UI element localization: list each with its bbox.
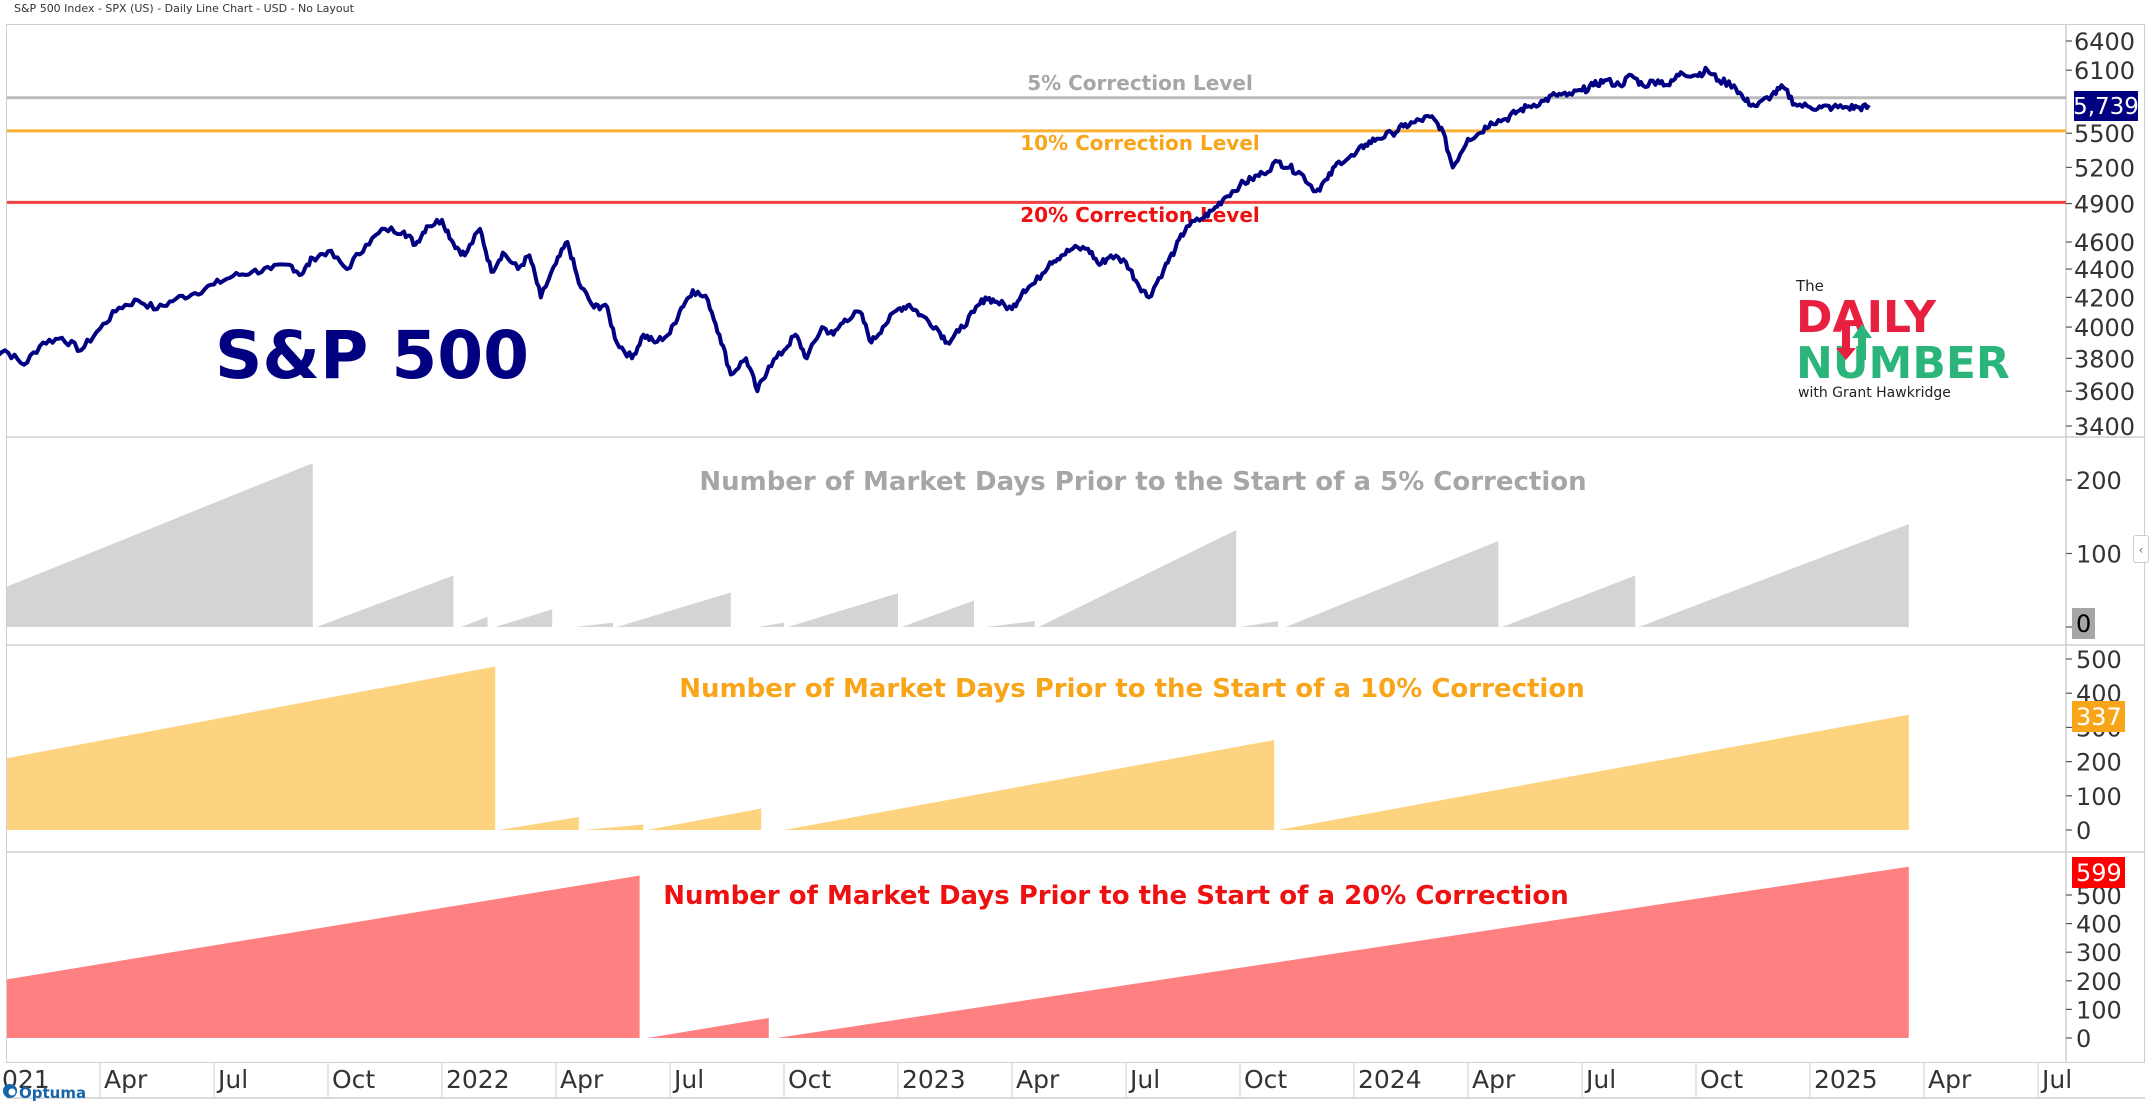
y-tick-label: 300 [2076, 939, 2122, 967]
y-tick-label: 3600 [2074, 378, 2135, 406]
area-segment [647, 808, 762, 830]
area-segment [582, 824, 644, 830]
y-tick-label: 5500 [2074, 120, 2135, 148]
ref-label-5: 5% Correction Level [1027, 71, 1253, 95]
y-tick-label: 4600 [2074, 229, 2135, 257]
area-segment [461, 616, 488, 627]
area-segment [1038, 529, 1237, 627]
x-tick-label: Oct [332, 1065, 375, 1094]
daily-number-logo: The DAILY NUMBER with Grant Hawkridge [1795, 277, 2010, 401]
area-segment [575, 622, 613, 627]
y-tick-label: 3400 [2074, 413, 2135, 441]
last-value-tag-bg [2072, 608, 2095, 639]
area-segment [776, 866, 1909, 1038]
chart-header-title: S&P 500 Index - SPX (US) - Daily Line Ch… [14, 2, 354, 15]
last-price-tag-bg [2074, 91, 2138, 121]
area-segment [1285, 541, 1499, 627]
last-value-tag-bg [2072, 701, 2125, 732]
x-tick-label: Apr [1928, 1065, 1972, 1094]
x-tick-label: Oct [788, 1065, 831, 1094]
ref-label-10: 10% Correction Level [1020, 131, 1260, 155]
y-tick-label: 200 [2076, 749, 2122, 777]
y-tick-label: 500 [2076, 646, 2122, 674]
y-tick-label: 6400 [2074, 28, 2135, 56]
y-tick-label: 0 [2076, 817, 2091, 845]
panel-title-10pct: Number of Market Days Prior to the Start… [679, 674, 1584, 704]
y-tick-label: 400 [2076, 911, 2122, 939]
area-segment [495, 609, 553, 627]
y-tick-label: 100 [2076, 996, 2122, 1024]
area-segment [757, 622, 784, 627]
panel-title-20pct: Number of Market Days Prior to the Start… [663, 881, 1568, 911]
last-value-tag: 337 [2076, 703, 2122, 731]
x-tick-label: Jul [1128, 1065, 1160, 1094]
y-tick-label: 6100 [2074, 57, 2135, 85]
logo-the: The [1795, 277, 1824, 295]
panel-title-5pct: Number of Market Days Prior to the Start… [699, 467, 1586, 497]
area-segment [7, 463, 313, 627]
down-arrow-icon [1836, 322, 1856, 360]
x-tick-label: 2024 [1358, 1065, 1422, 1094]
x-tick-label: Apr [104, 1065, 148, 1094]
price-panel: 5% Correction Level 10% Correction Level… [0, 28, 2139, 441]
x-tick-label: Jul [2040, 1065, 2072, 1094]
optuma-logo: Optuma [3, 1084, 86, 1101]
y-tick-label: 4400 [2074, 256, 2135, 284]
last-value-tag-bg [2072, 857, 2125, 888]
x-tick-label: 2023 [902, 1065, 966, 1094]
area-segment [985, 621, 1035, 627]
y-tick-label: 5200 [2074, 154, 2135, 182]
optuma-text: Optuma [19, 1084, 86, 1101]
y-tick-label: 200 [2076, 968, 2122, 996]
y-tick-label: 200 [2076, 467, 2122, 495]
chevron-left-icon: ‹ [2138, 543, 2144, 557]
y-tick-label: 4000 [2074, 314, 2135, 342]
x-tick-label: Oct [1700, 1065, 1743, 1094]
area-segment [616, 592, 731, 627]
panel-10pct-correction: 5004003002001000337 [7, 646, 2125, 845]
area-segment [499, 817, 579, 830]
area-segment [647, 1017, 769, 1038]
area-segment [7, 666, 496, 830]
x-tick-label: Jul [672, 1065, 704, 1094]
x-tick-label: 2022 [446, 1065, 510, 1094]
area-segment [787, 593, 898, 627]
logo-number: NUMBER [1796, 338, 2010, 389]
y-tick-label: 3800 [2074, 345, 2135, 373]
area-segment [1639, 524, 1909, 627]
y-tick-label: 4200 [2074, 284, 2135, 312]
last-price-tag: 5,739 [2073, 94, 2139, 120]
x-tick-label: Apr [560, 1065, 604, 1094]
area-segment [316, 575, 454, 627]
y-tick-label: 100 [2076, 541, 2122, 569]
x-tick-label: Oct [1244, 1065, 1287, 1094]
last-value-tag: 599 [2076, 859, 2122, 887]
area-segment [901, 600, 974, 627]
y-tick-label: 4900 [2074, 191, 2135, 219]
x-tick-label: 2025 [1814, 1065, 1878, 1094]
sp500-label: S&P 500 [215, 317, 529, 394]
logo-byline: with Grant Hawkridge [1798, 385, 1951, 401]
area-segment [1278, 714, 1909, 830]
ref-label-20: 20% Correction Level [1020, 203, 1260, 227]
panel-5pct-correction: 20010000 [7, 463, 2122, 642]
area-segment [784, 740, 1275, 830]
x-axis: 021 Apr Jul Oct 2022 Apr Jul Oct 2023 Apr Jul Oct 20… [2, 1063, 2145, 1099]
last-value-tag: 0 [2076, 610, 2091, 638]
price-series-line [0, 65, 1871, 394]
area-segment [7, 875, 640, 1038]
y-tick-label: 100 [2076, 783, 2122, 811]
area-segment [1502, 575, 1636, 627]
x-tick-label: Apr [1016, 1065, 1060, 1094]
x-tick-label: Apr [1472, 1065, 1516, 1094]
y-tick-label: 0 [2076, 1025, 2091, 1053]
x-tick-label: Jul [1584, 1065, 1616, 1094]
area-segment [1240, 621, 1278, 627]
up-arrow-icon [1852, 324, 1872, 360]
panel-separators [6, 24, 2145, 1063]
collapse-axis-button[interactable]: ‹ [2133, 535, 2149, 563]
x-tick-label: Jul [216, 1065, 248, 1094]
